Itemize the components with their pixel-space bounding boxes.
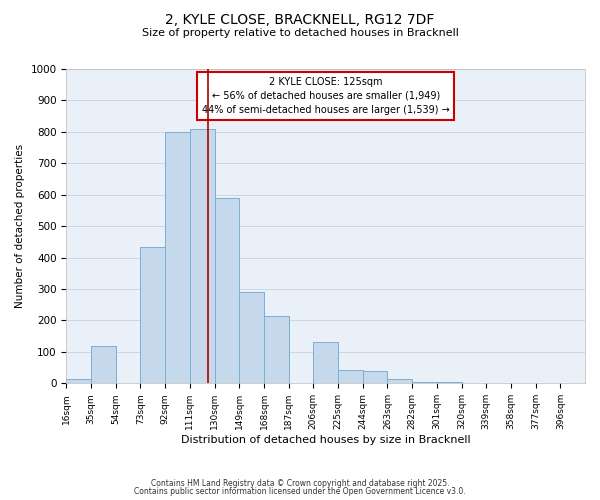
Bar: [437, 382, 461, 384]
Bar: [239, 292, 264, 384]
Bar: [190, 128, 215, 384]
Bar: [140, 246, 165, 384]
Bar: [91, 346, 116, 384]
Bar: [363, 371, 388, 384]
Bar: [215, 198, 239, 384]
Bar: [264, 316, 289, 384]
Bar: [165, 132, 190, 384]
Bar: [461, 382, 486, 384]
Text: 2 KYLE CLOSE: 125sqm
← 56% of detached houses are smaller (1,949)
44% of semi-de: 2 KYLE CLOSE: 125sqm ← 56% of detached h…: [202, 77, 449, 115]
Text: Size of property relative to detached houses in Bracknell: Size of property relative to detached ho…: [142, 28, 458, 38]
Bar: [338, 370, 363, 384]
Text: Contains HM Land Registry data © Crown copyright and database right 2025.: Contains HM Land Registry data © Crown c…: [151, 478, 449, 488]
Text: Contains public sector information licensed under the Open Government Licence v3: Contains public sector information licen…: [134, 487, 466, 496]
Text: 2, KYLE CLOSE, BRACKNELL, RG12 7DF: 2, KYLE CLOSE, BRACKNELL, RG12 7DF: [166, 12, 434, 26]
Bar: [67, 378, 91, 384]
Y-axis label: Number of detached properties: Number of detached properties: [15, 144, 25, 308]
X-axis label: Distribution of detached houses by size in Bracknell: Distribution of detached houses by size …: [181, 435, 470, 445]
Bar: [412, 382, 437, 384]
Bar: [388, 378, 412, 384]
Bar: [313, 342, 338, 384]
